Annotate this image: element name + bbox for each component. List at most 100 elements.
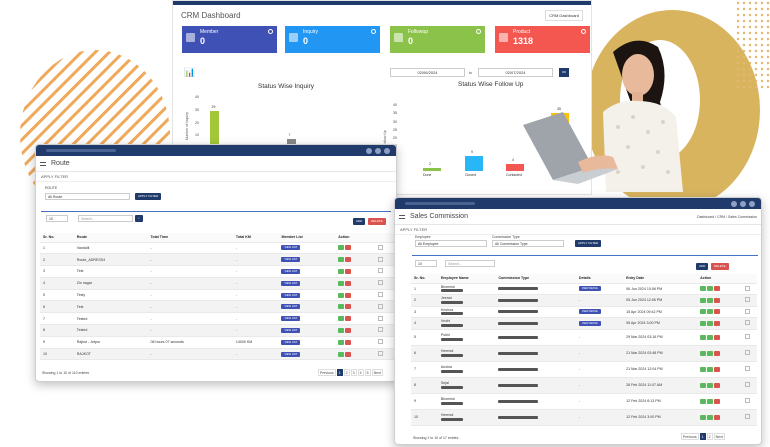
date-to-input[interactable]: 02/07/2024 <box>478 68 553 77</box>
delete-icon[interactable] <box>714 350 721 356</box>
table-row[interactable]: 4 Vruthi VIEW DETAIL 05 Apr 2024 3:00 PM <box>411 317 757 330</box>
table-row[interactable]: 5 Testy - - VIEW LIST <box>40 289 394 302</box>
view-icon[interactable] <box>707 414 714 420</box>
edit-icon[interactable] <box>338 351 345 357</box>
view-detail-button[interactable]: VIEW DETAIL <box>578 320 602 326</box>
delete-icon[interactable] <box>345 304 352 310</box>
edit-icon[interactable] <box>338 268 345 274</box>
view-list-button[interactable]: VIEW LIST <box>281 257 301 263</box>
employee-select[interactable]: All Employee <box>415 240 487 247</box>
edit-icon[interactable] <box>338 292 345 298</box>
column-header[interactable]: Sr. No. <box>411 274 438 284</box>
row-checkbox[interactable] <box>378 315 384 321</box>
column-header[interactable]: Route <box>73 233 148 243</box>
edit-icon[interactable] <box>338 327 345 333</box>
next-page-link[interactable]: Next <box>713 433 725 440</box>
page-link[interactable]: 3 <box>350 369 357 376</box>
column-header[interactable]: Total Time <box>147 233 233 243</box>
view-list-button[interactable]: VIEW LIST <box>281 351 301 357</box>
view-detail-button[interactable]: VIEW DETAIL <box>578 286 602 292</box>
row-checkbox[interactable] <box>744 366 750 371</box>
edit-icon[interactable] <box>338 304 345 310</box>
view-list-button[interactable]: VIEW LIST <box>281 268 301 274</box>
view-icon[interactable] <box>707 366 714 372</box>
edit-icon[interactable] <box>338 257 345 263</box>
row-checkbox[interactable] <box>378 256 384 262</box>
edit-icon[interactable] <box>700 398 707 404</box>
page-link[interactable]: 4 <box>357 369 364 376</box>
delete-icon[interactable] <box>714 309 721 315</box>
table-row[interactable]: 3 Test - - VIEW LIST <box>40 265 394 278</box>
edit-icon[interactable] <box>700 350 707 356</box>
route-select[interactable]: All Route <box>45 193 130 200</box>
view-list-button[interactable]: VIEW LIST <box>281 339 301 345</box>
view-icon[interactable] <box>707 320 714 326</box>
commission-add-button[interactable]: ADD <box>696 263 709 270</box>
column-header[interactable]: Entry Date <box>623 274 698 284</box>
page-link[interactable]: 1 <box>336 369 343 376</box>
view-icon[interactable] <box>707 350 714 356</box>
edit-icon[interactable] <box>700 366 707 372</box>
stat-card-member[interactable]: Member 0 <box>182 26 277 53</box>
page-link[interactable]: 2 <box>706 433 713 440</box>
route-filter-toggle[interactable]: APPLY FILTER <box>36 172 396 182</box>
view-list-button[interactable]: VIEW LIST <box>281 304 301 310</box>
ok-button[interactable]: OK <box>559 68 569 77</box>
column-header[interactable]: Commission Type <box>495 274 576 284</box>
route-search-button[interactable]: ⌕ <box>135 215 143 222</box>
edit-icon[interactable] <box>700 309 707 315</box>
table-row[interactable]: 1 Bhomish VIEW DETAIL 06 Jun 2024 10:56 PM <box>411 283 757 295</box>
delete-icon[interactable] <box>714 414 721 420</box>
route-add-button[interactable]: ADD <box>353 218 366 225</box>
commission-page-size-select[interactable]: 10 <box>415 260 437 267</box>
view-list-button[interactable]: VIEW LIST <box>281 327 301 333</box>
view-list-button[interactable]: VIEW LIST <box>281 280 301 286</box>
row-checkbox[interactable] <box>744 334 750 339</box>
table-row[interactable]: 6 Test - - VIEW LIST <box>40 300 394 314</box>
table-row[interactable]: 8 Sejal - 28 Feb 2024 11:07 AM <box>411 377 757 394</box>
table-row[interactable]: 10 Heemol - 12 Feb 2024 3:00 PM <box>411 409 757 426</box>
page-link[interactable]: 2 <box>343 369 350 376</box>
dashboard-breadcrumb[interactable]: CRM Dashboard <box>545 10 583 21</box>
row-checkbox[interactable] <box>378 268 384 274</box>
row-checkbox[interactable] <box>378 292 384 298</box>
table-row[interactable]: 3 Krishna VIEW DETAIL 15 Apr 2024 09:42 PM <box>411 306 757 318</box>
edit-icon[interactable] <box>700 320 707 326</box>
row-checkbox[interactable] <box>378 303 384 309</box>
edit-icon[interactable] <box>700 382 707 388</box>
commission-search-input[interactable]: Search... <box>445 260 495 267</box>
commission-breadcrumb[interactable]: Dashboard / CRM / Sales Commission <box>697 215 757 219</box>
delete-icon[interactable] <box>345 268 352 274</box>
table-row[interactable]: 10 RAJKOT - - VIEW LIST <box>40 348 394 361</box>
route-apply-filter-button[interactable]: APPLY FILTER <box>135 193 162 200</box>
view-list-button[interactable]: VIEW LIST <box>281 292 301 298</box>
previous-page-link[interactable]: Previous <box>681 433 699 440</box>
delete-icon[interactable] <box>714 320 721 326</box>
table-row[interactable]: 4 Zin nagar - - VIEW LIST <box>40 277 394 290</box>
column-header[interactable]: Sr. No. <box>40 233 74 243</box>
commission-type-select[interactable]: All Commission Type <box>492 240 564 247</box>
chart-bar[interactable] <box>287 139 296 148</box>
table-row[interactable]: 5 Pokhi - 29 Mar 2024 03:16 PM <box>411 329 757 346</box>
edit-icon[interactable] <box>338 245 345 251</box>
route-page-size-select[interactable]: 10 <box>46 215 68 222</box>
row-checkbox[interactable] <box>744 308 750 314</box>
delete-icon[interactable] <box>345 257 352 263</box>
table-row[interactable]: 2 Jeenal - 05 Jun 2024 12:06 PM <box>411 294 757 307</box>
row-checkbox[interactable] <box>378 244 384 250</box>
column-header[interactable]: Details <box>575 274 624 284</box>
view-icon[interactable] <box>707 398 714 404</box>
date-from-input[interactable]: 02/06/2024 <box>390 68 465 77</box>
table-row[interactable]: 8 Tested - - VIEW LIST <box>40 324 394 337</box>
delete-icon[interactable] <box>345 327 352 333</box>
delete-icon[interactable] <box>345 292 352 298</box>
chart-bar[interactable] <box>210 111 219 148</box>
edit-icon[interactable] <box>700 297 707 303</box>
table-row[interactable]: 7 Anokia - 21 Mar 2024 12:04 PM <box>411 361 757 378</box>
row-checkbox[interactable] <box>378 280 384 286</box>
delete-icon[interactable] <box>714 398 721 404</box>
delete-icon[interactable] <box>345 280 352 286</box>
chart-bar[interactable] <box>423 167 441 171</box>
table-row[interactable]: 2 Route_ADRESS4- - VIEW LIST <box>40 253 394 267</box>
column-header[interactable]: Employee Name <box>437 274 496 284</box>
